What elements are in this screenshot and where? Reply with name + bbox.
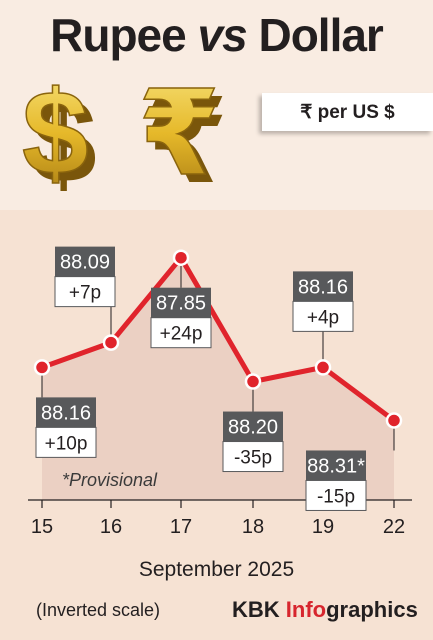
x-axis-title: September 2025	[138, 558, 295, 581]
title-vs: vs	[197, 9, 248, 61]
change-label: +10p	[45, 433, 88, 454]
change-label-box	[54, 276, 116, 308]
change-label-box	[292, 300, 354, 332]
svg-text:₹: ₹	[146, 72, 228, 210]
title-dollar: Dollar	[246, 9, 383, 61]
page-title: Rupee vs Dollar	[0, 8, 433, 62]
x-tick-label: 19	[312, 516, 334, 538]
data-point	[172, 249, 190, 266]
x-tick-label: 17	[170, 516, 192, 538]
data-point	[33, 359, 51, 376]
currency-symbols-illustration: $ $ ₹ ₹	[21, 70, 228, 210]
value-label-box	[293, 271, 353, 302]
data-point	[385, 412, 403, 429]
value-label: 88.31*	[307, 455, 365, 477]
value-label-box	[36, 397, 96, 428]
brand-accent: Info	[285, 597, 327, 622]
change-label-box	[222, 441, 284, 473]
brand-credit: KBK Infographics	[232, 597, 418, 623]
change-label-box	[305, 479, 367, 511]
x-tick-label: 15	[31, 516, 53, 538]
change-label: +24p	[160, 324, 203, 345]
header-panel: Rupee vs Dollar $ $ ₹ ₹ ₹ per US $	[0, 0, 433, 210]
title-rupee: Rupee	[50, 9, 198, 61]
value-label: 88.16	[298, 276, 348, 298]
brand-prefix: KBK	[232, 597, 286, 622]
x-tick-label: 16	[100, 516, 122, 538]
dollar-icon: $ $	[21, 70, 97, 208]
series-line	[41, 255, 396, 423]
data-point	[102, 334, 120, 351]
change-label-box	[35, 426, 97, 458]
svg-text:$: $	[30, 74, 97, 208]
value-label: 88.20	[228, 417, 278, 439]
unit-label: ₹ per US $	[262, 93, 433, 131]
data-point	[314, 359, 332, 376]
provisional-note: *Provisional	[62, 470, 158, 490]
value-label-box	[223, 411, 283, 442]
svg-text:$: $	[22, 70, 89, 200]
change-label: +7p	[69, 283, 101, 304]
value-label: 87.85	[156, 293, 206, 315]
svg-text:₹: ₹	[138, 70, 220, 202]
change-label: +4p	[307, 307, 339, 328]
x-tick-label: 22	[383, 516, 405, 538]
change-label: -35p	[234, 448, 272, 469]
chart-area	[42, 257, 394, 500]
value-label: 88.09	[60, 252, 110, 274]
change-label: -15p	[317, 486, 355, 507]
value-label: 88.16	[41, 402, 91, 424]
rupee-icon: ₹ ₹	[137, 70, 228, 210]
value-label-box	[151, 287, 211, 318]
x-tick-label: 18	[242, 516, 264, 538]
brand-suffix: graphics	[326, 597, 418, 622]
data-point	[244, 373, 262, 390]
value-label-box	[306, 450, 366, 481]
value-label-box	[55, 246, 115, 277]
scale-note: (Inverted scale)	[36, 600, 161, 620]
change-label-box	[150, 317, 212, 349]
